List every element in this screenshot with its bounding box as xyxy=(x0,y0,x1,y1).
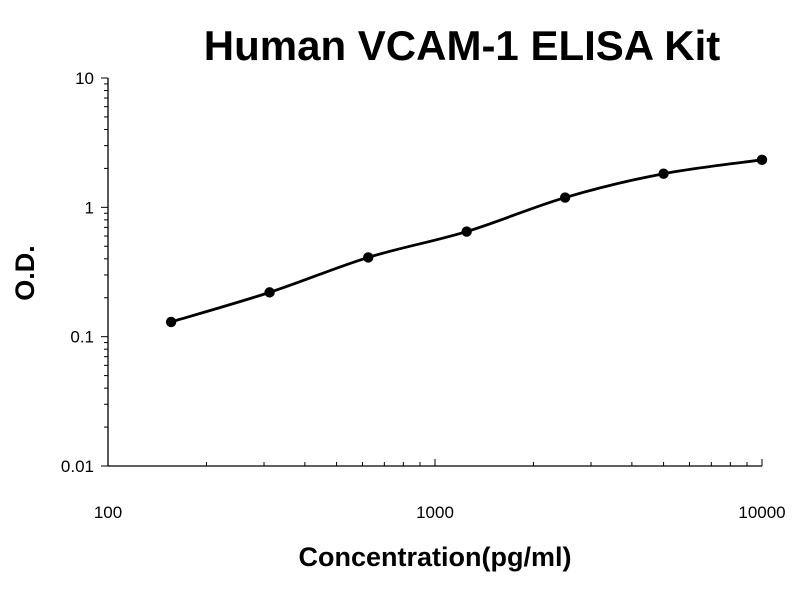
data-point xyxy=(165,316,177,328)
fit-curve-group xyxy=(169,158,764,324)
x-tick-label: 1000 xyxy=(416,503,454,522)
axes xyxy=(107,78,762,467)
x-axis-label: Concentration(pg/ml) xyxy=(299,542,572,572)
y-tick-label: 0.1 xyxy=(70,328,94,347)
y-tick-label: 0.01 xyxy=(61,457,94,476)
tick-marks xyxy=(101,77,763,467)
data-point xyxy=(559,192,571,203)
x-tick-label: 100 xyxy=(94,503,122,522)
x-tick-label: 10000 xyxy=(738,503,785,522)
data-point xyxy=(264,287,275,298)
y-tick-label: 1 xyxy=(85,198,94,217)
data-point xyxy=(658,168,669,179)
data-point xyxy=(756,154,768,166)
data-point xyxy=(363,252,374,263)
y-axis-label: O.D. xyxy=(10,245,40,301)
chart-title: Human VCAM-1 ELISA Kit xyxy=(204,22,720,69)
y-tick-label: 10 xyxy=(75,69,94,88)
tick-labels: 0.01 0.1 1 10 100 1000 10000 xyxy=(61,69,786,522)
fit-curve xyxy=(169,158,764,324)
data-points xyxy=(165,154,768,328)
data-point xyxy=(461,226,472,237)
